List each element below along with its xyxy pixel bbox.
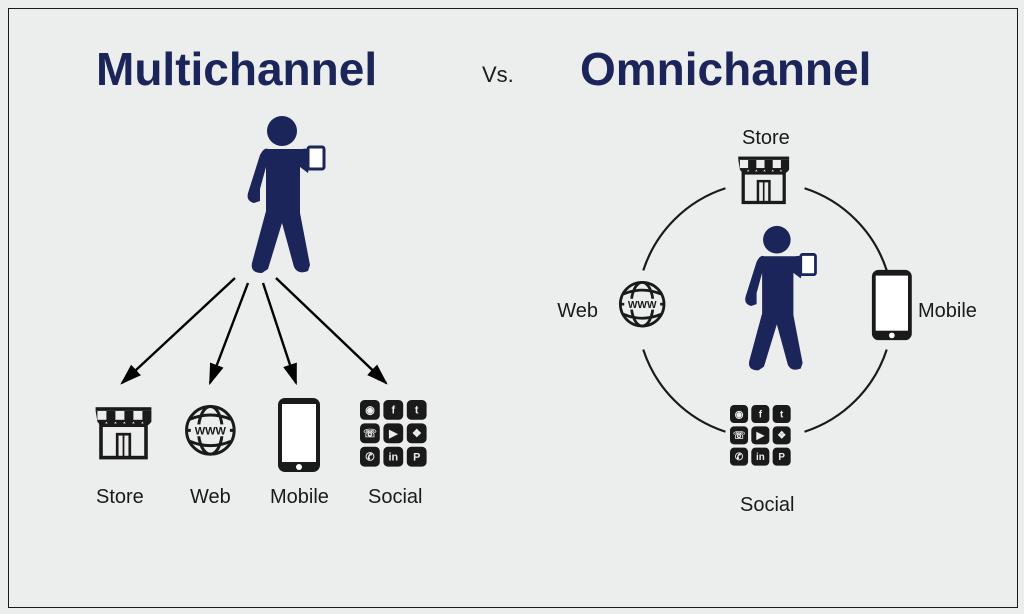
web-icon: WWW [618,280,666,328]
svg-text:P: P [778,452,785,463]
mobile-icon [870,268,914,342]
store-icon [735,150,792,207]
channel-label: Store [742,127,790,150]
svg-text:in: in [756,452,765,463]
channel-label: Web [557,300,598,323]
svg-text:▶: ▶ [756,431,766,442]
channel-label: Social [740,494,794,517]
social-icon: ◉ft☏▶❖✆inP [730,405,791,466]
svg-text:✆: ✆ [735,452,744,463]
svg-text:◉: ◉ [735,409,744,420]
channel-label: Mobile [918,300,977,323]
svg-text:☏: ☏ [733,431,746,442]
infographic-canvas: Multichannel Vs. Omnichannel StoreWWWWeb… [0,0,1024,614]
person-icon [729,225,821,372]
svg-text:WWW: WWW [628,300,657,311]
svg-text:❖: ❖ [777,431,786,442]
